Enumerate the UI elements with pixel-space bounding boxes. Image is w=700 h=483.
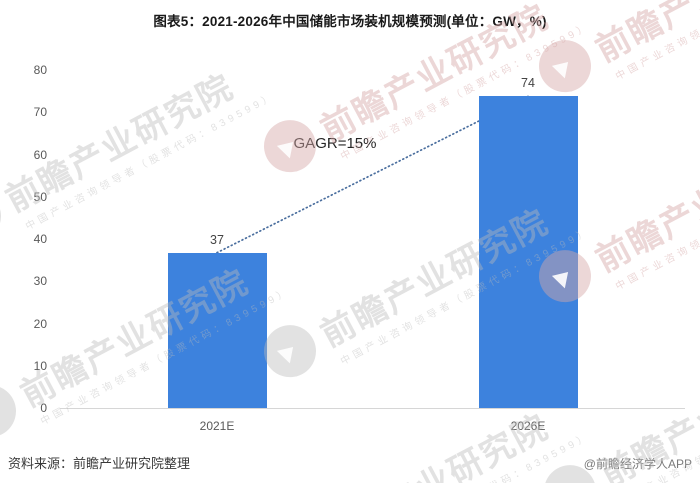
y-tick-label: 0 [40,401,47,415]
y-tick-label: 10 [33,358,47,373]
x-axis-line [60,408,685,409]
bar-value-label: 74 [521,76,535,91]
y-tick-label: 40 [33,232,47,246]
bar-2026E [478,96,578,409]
y-tick-label: 50 [33,189,47,204]
y-tick-label: 30 [33,274,47,289]
bar-value-label: 37 [210,232,224,247]
x-axis-category-label: 2021E [199,419,235,433]
credit-note: @前瞻经济学人APP [583,457,692,471]
y-tick-label: 20 [33,316,47,331]
cagr-annotation: GAGR=15% [293,135,377,152]
x-axis-category-label: 2026E [510,419,546,433]
source-note: 资料来源：前瞻产业研究院整理 [8,456,191,471]
bar-2021E [167,252,267,409]
y-tick-label: 80 [33,63,47,77]
chart-title: 图表5：2021-2026年中国储能市场装机规模预测(单位：GW，%) [153,14,547,29]
y-tick-label: 70 [33,105,47,120]
y-tick-label: 60 [33,147,47,162]
